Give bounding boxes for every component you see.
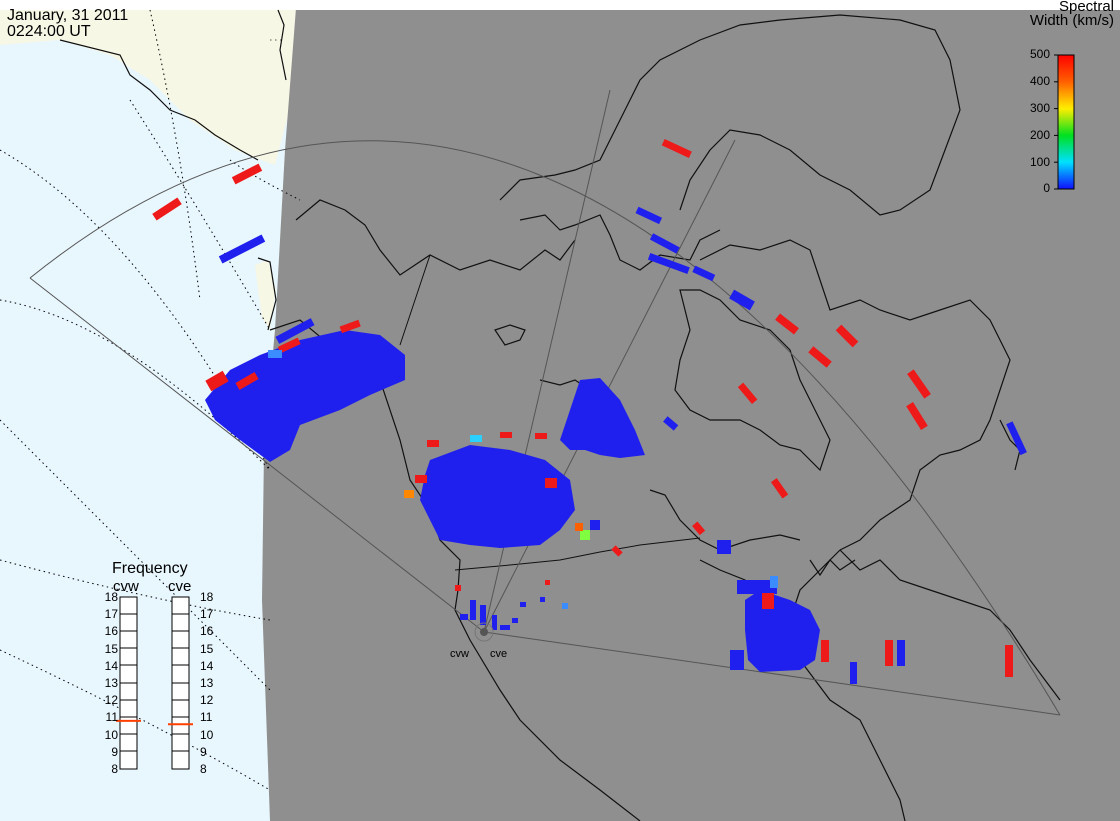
- frequency-tick-right: 15: [200, 641, 214, 656]
- frequency-tick-right: 10: [200, 727, 214, 742]
- date-label: January, 31 2011: [7, 7, 129, 24]
- frequency-title: Frequency: [112, 560, 188, 577]
- colorbar-title-line1: Spectral: [1058, 0, 1114, 15]
- site-label-cve: cve: [490, 648, 508, 660]
- time-label: 0224:00 UT: [7, 23, 91, 40]
- timestamp: January, 31 2011 0224:00 UT: [7, 8, 128, 40]
- colorbar-tick-100: 100: [1029, 155, 1050, 169]
- frequency-tick-left: 8: [111, 762, 118, 776]
- day-land: [0, 8, 296, 165]
- radar-site-marker: [480, 628, 488, 636]
- frequency-tick-right: 12: [200, 693, 214, 708]
- frequency-scale-cve: [171, 596, 190, 770]
- frequency-tick-left: 17: [104, 607, 118, 622]
- frequency-tick-right: 16: [200, 624, 214, 639]
- frequency-tick-left: 12: [104, 693, 118, 708]
- radar-fov: [29, 89, 1061, 716]
- echo-clusters: [152, 138, 1027, 684]
- day-land-south: [255, 260, 276, 330]
- frequency-label-cve: cve: [168, 578, 192, 595]
- colorbar: [1057, 54, 1075, 190]
- frequency-tick-left: 9: [111, 744, 118, 759]
- colorbar-tick-0: 0: [1043, 181, 1050, 195]
- frequency-tick-right: 9: [200, 744, 207, 759]
- frequency-tick-left: 13: [104, 676, 118, 690]
- frequency-tick-right: 18: [200, 590, 214, 604]
- colorbar-title-line2: Width (km/s): [1029, 12, 1114, 29]
- frequency-tick-left: 15: [104, 641, 118, 656]
- frequency-label-cvw: cvw: [113, 578, 139, 595]
- night-side: [262, 8, 1120, 821]
- colorbar-tick-300: 300: [1029, 101, 1050, 115]
- frequency-tick-left: 10: [104, 727, 118, 742]
- colorbar-tick-200: 200: [1029, 128, 1050, 142]
- frequency-tick-right: 13: [200, 676, 214, 690]
- frequency-tick-left: 14: [104, 658, 118, 673]
- frequency-tick-right: 14: [200, 658, 214, 673]
- colorbar-tick-500: 500: [1029, 47, 1050, 61]
- frequency-tick-left: 16: [104, 624, 118, 639]
- coastlines: [59, 9, 1061, 821]
- colorbar-title: Spectral Width (km/s): [1030, 0, 1114, 28]
- borders: [399, 254, 701, 571]
- frequency-tick-left: 11: [105, 710, 118, 725]
- frequency-tick-right: 17: [200, 607, 214, 622]
- frequency-tick-left: 18: [104, 590, 118, 604]
- frequency-tick-right: 11: [200, 710, 213, 725]
- site-label-cvw: cvw: [450, 648, 469, 660]
- frequency-tick-right: 8: [200, 762, 207, 776]
- frequency-scale-cvw: [119, 596, 138, 770]
- colorbar-tick-400: 400: [1029, 74, 1050, 88]
